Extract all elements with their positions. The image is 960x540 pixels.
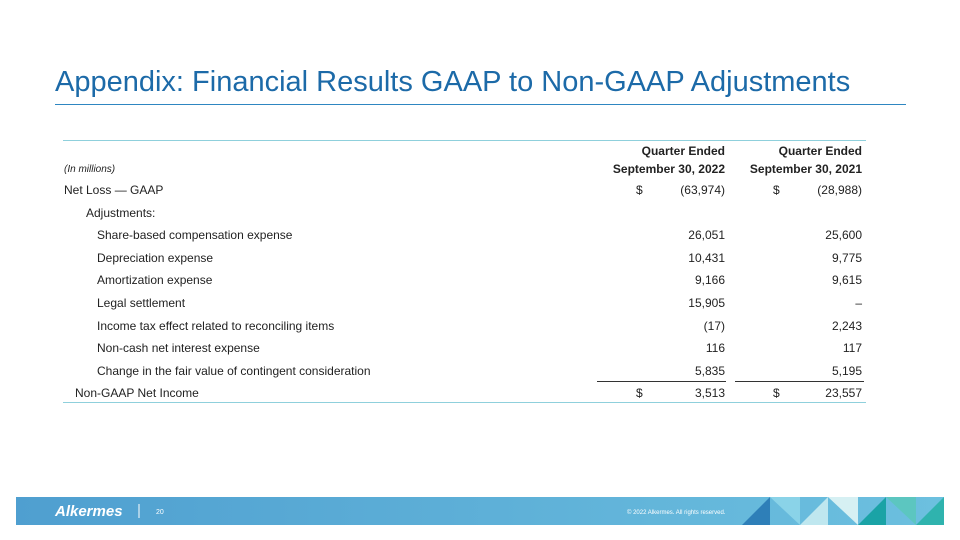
amount: 5,835 xyxy=(694,363,725,378)
slide-title: Appendix: Financial Results GAAP to Non-… xyxy=(55,66,851,98)
row-label: Net Loss — GAAP xyxy=(64,183,164,197)
row-label: Change in the fair value of contingent c… xyxy=(97,363,371,378)
amount: 9,615 xyxy=(831,273,862,288)
section-label: Adjustments: xyxy=(86,205,156,220)
amount: 5,195 xyxy=(831,363,862,378)
row-label: Legal settlement xyxy=(97,296,186,310)
row-label: Depreciation expense xyxy=(97,250,214,265)
subtotal-rule xyxy=(597,381,726,382)
row-label: Amortization expense xyxy=(97,273,213,288)
amount: (28,988) xyxy=(817,183,862,197)
amount: 10,431 xyxy=(688,250,725,265)
row-label: Non-cash net interest expense xyxy=(97,341,260,356)
amount: 2,243 xyxy=(831,318,862,333)
column-header: Quarter Ended xyxy=(641,144,725,158)
currency: $ xyxy=(773,386,780,401)
title-rule xyxy=(55,104,906,105)
amount: 26,051 xyxy=(688,228,725,243)
amount: 117 xyxy=(842,341,862,356)
copyright: © 2022 Alkermes. All rights reserved. xyxy=(627,509,726,516)
column-header: September 30, 2021 xyxy=(749,162,862,176)
amount: 23,557 xyxy=(825,386,862,401)
currency: $ xyxy=(636,183,643,197)
row-label: Non-GAAP Net Income xyxy=(75,386,199,401)
column-header: September 30, 2022 xyxy=(612,162,725,176)
amount: 3,513 xyxy=(694,386,725,401)
amount: (17) xyxy=(703,318,725,333)
amount: – xyxy=(855,296,862,310)
row-label: Income tax effect related to reconciling… xyxy=(97,318,335,333)
column-header: Quarter Ended xyxy=(778,144,862,158)
currency: $ xyxy=(636,386,643,401)
amount: 9,775 xyxy=(831,250,862,265)
currency: $ xyxy=(773,183,780,197)
table-bottom-rule xyxy=(63,402,866,403)
page-number: 20 xyxy=(156,509,164,516)
unit-note: (In millions) xyxy=(64,164,116,175)
footer-logo: Alkermes xyxy=(54,503,123,520)
amount: 116 xyxy=(705,341,725,356)
row-label: Share-based compensation expense xyxy=(97,228,293,243)
amount: 15,905 xyxy=(688,296,725,310)
subtotal-rule xyxy=(735,381,864,382)
table-top-rule xyxy=(63,140,866,141)
amount: (63,974) xyxy=(680,183,725,197)
amount: 9,166 xyxy=(694,273,725,288)
amount: 25,600 xyxy=(825,228,862,243)
